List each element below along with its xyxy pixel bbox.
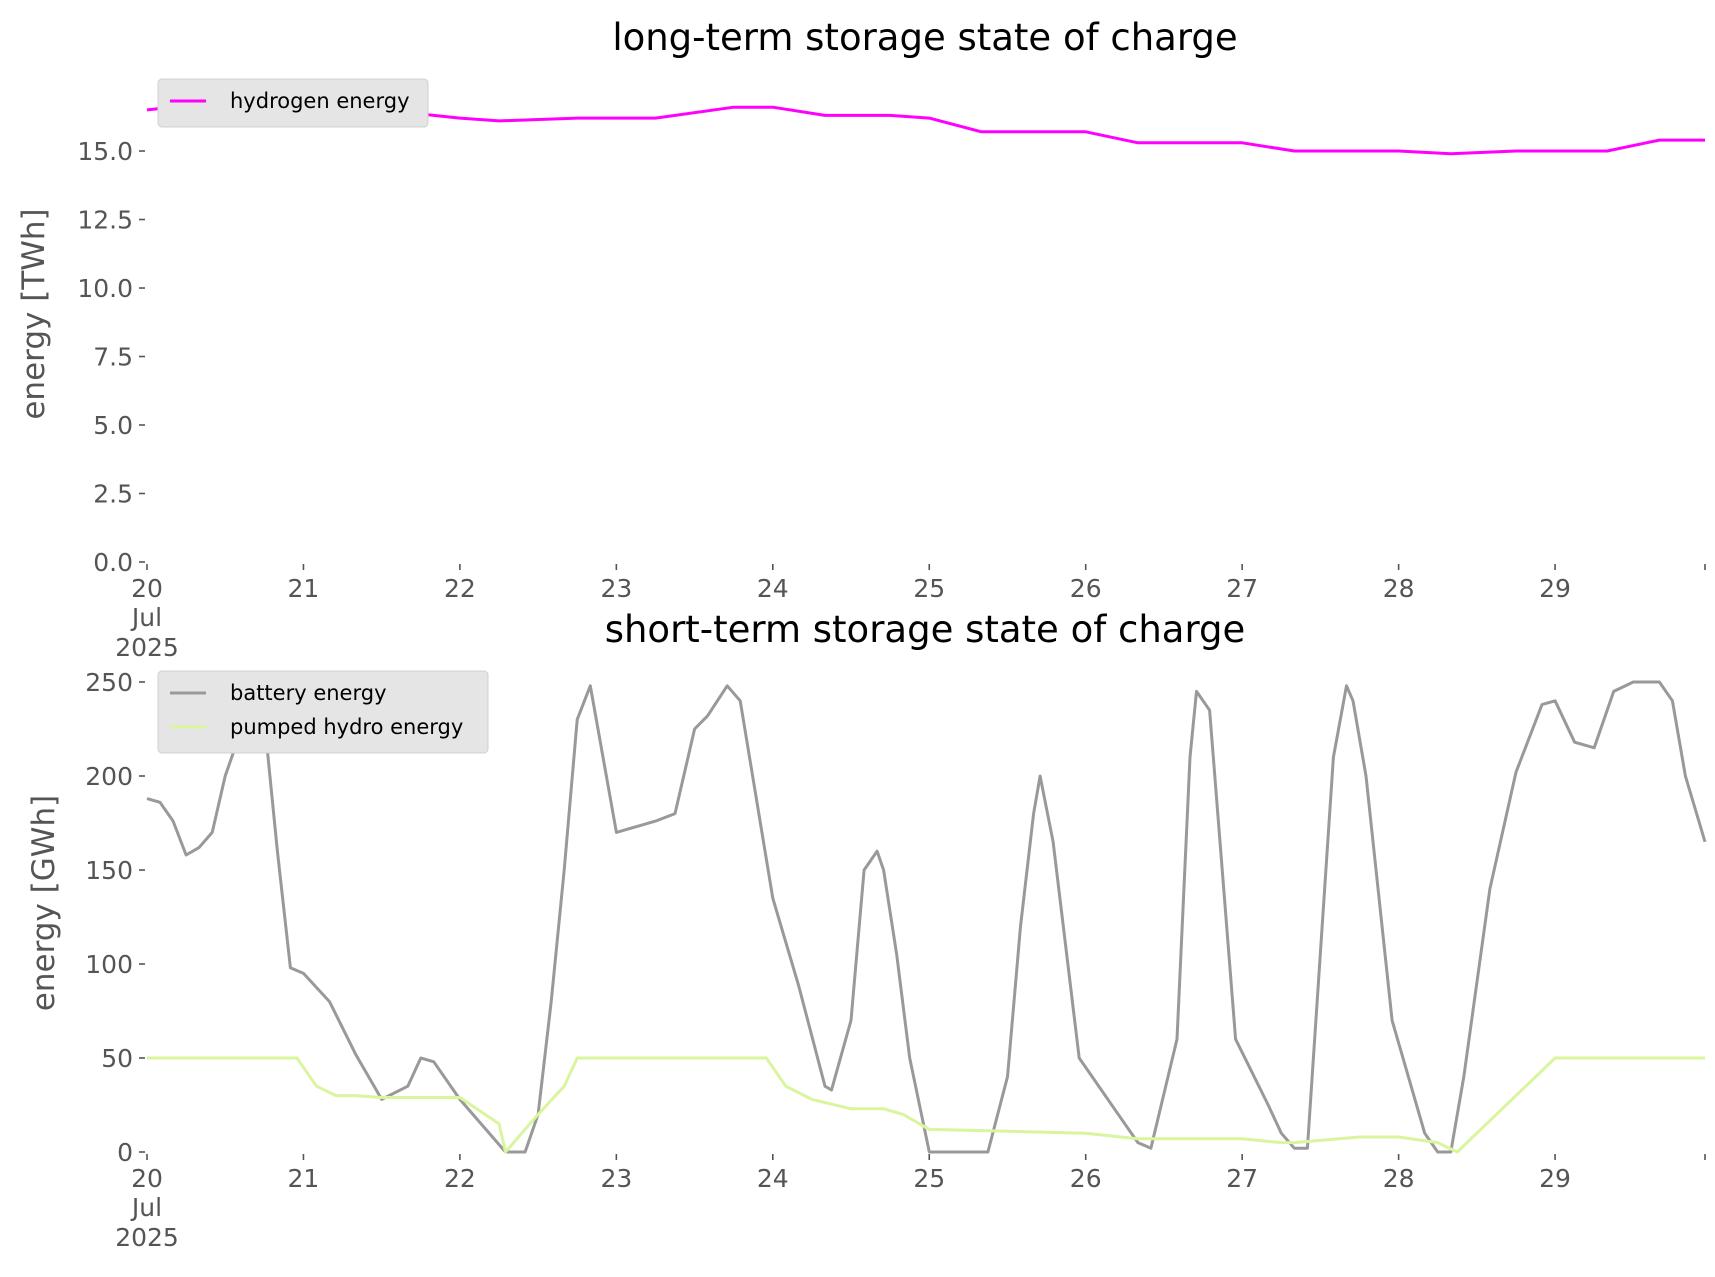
long-term-storage-chart: long-term storage state of charge energy…: [16, 16, 1706, 662]
y-tick-label: 12.5: [77, 206, 133, 235]
x-tick-sublabel: 2025: [115, 1223, 179, 1252]
x-tick-label: 22: [444, 574, 476, 603]
chart-title: long-term storage state of charge: [612, 16, 1237, 59]
y-tick-label: 100: [85, 950, 133, 979]
x-tick-sublabel: 2025: [115, 633, 179, 662]
x-tick-label: 28: [1383, 574, 1415, 603]
x-tick-label: 21: [288, 1164, 320, 1193]
x-tick-label: 25: [913, 574, 945, 603]
legend-box: [157, 78, 429, 128]
y-ticks: 0 50 100 150 200 250: [85, 668, 145, 1167]
y-tick-label: 200: [85, 762, 133, 791]
x-tick-label: 25: [913, 1164, 945, 1193]
x-tick-label: 21: [288, 574, 320, 603]
legend-label: pumped hydro energy: [230, 715, 463, 739]
x-tick-label: 24: [757, 574, 789, 603]
x-tick-label: 29: [1539, 574, 1571, 603]
x-tick-label: 27: [1226, 1164, 1258, 1193]
x-tick-label: 28: [1383, 1164, 1415, 1193]
short-term-storage-chart: short-term storage state of charge energ…: [26, 608, 1707, 1252]
series-lines: [146, 680, 1707, 1154]
y-tick-label: 150: [85, 856, 133, 885]
legend-label: battery energy: [230, 681, 387, 705]
series-line-pumped-hydro-energy: [147, 1056, 1705, 1154]
x-tick-sublabel: Jul: [130, 1193, 162, 1222]
x-tick-label: 22: [444, 1164, 476, 1193]
legend-label: hydrogen energy: [230, 89, 410, 113]
y-tick-label: 15.0: [77, 137, 133, 166]
legend: battery energy pumped hydro energy: [157, 670, 489, 754]
x-tick-label: 23: [600, 1164, 632, 1193]
chart-title: short-term storage state of charge: [605, 608, 1246, 651]
series-line-battery-energy: [146, 680, 1707, 1154]
y-tick-label: 10.0: [77, 274, 133, 303]
x-tick-label: 26: [1070, 574, 1102, 603]
x-tick-label: 20: [131, 1164, 163, 1193]
y-tick-label: 7.5: [93, 343, 133, 372]
y-tick-label: 50: [101, 1044, 133, 1073]
y-axis-label: energy [TWh]: [16, 208, 52, 419]
y-tick-label: 0: [117, 1138, 133, 1167]
x-tick-label: 23: [600, 574, 632, 603]
y-tick-label: 5.0: [93, 411, 133, 440]
y-tick-label: 0.0: [93, 548, 133, 577]
x-tick-label: 24: [757, 1164, 789, 1193]
legend-box: [157, 670, 489, 754]
series-lines: [146, 100, 1705, 156]
x-tick-sublabel: Jul: [130, 603, 162, 632]
x-tick-label: 26: [1070, 1164, 1102, 1193]
legend: hydrogen energy: [157, 78, 429, 128]
y-axis-label: energy [GWh]: [26, 795, 62, 1011]
x-tick-label: 29: [1539, 1164, 1571, 1193]
y-tick-label: 250: [85, 668, 133, 697]
x-tick-label: 20: [131, 574, 163, 603]
y-ticks: 0.0 2.5 5.0 7.5 10.0 12.5 15.0: [77, 137, 145, 577]
series-line-hydrogen-energy: [146, 100, 1705, 156]
y-tick-label: 2.5: [93, 480, 133, 509]
x-tick-label: 27: [1226, 574, 1258, 603]
